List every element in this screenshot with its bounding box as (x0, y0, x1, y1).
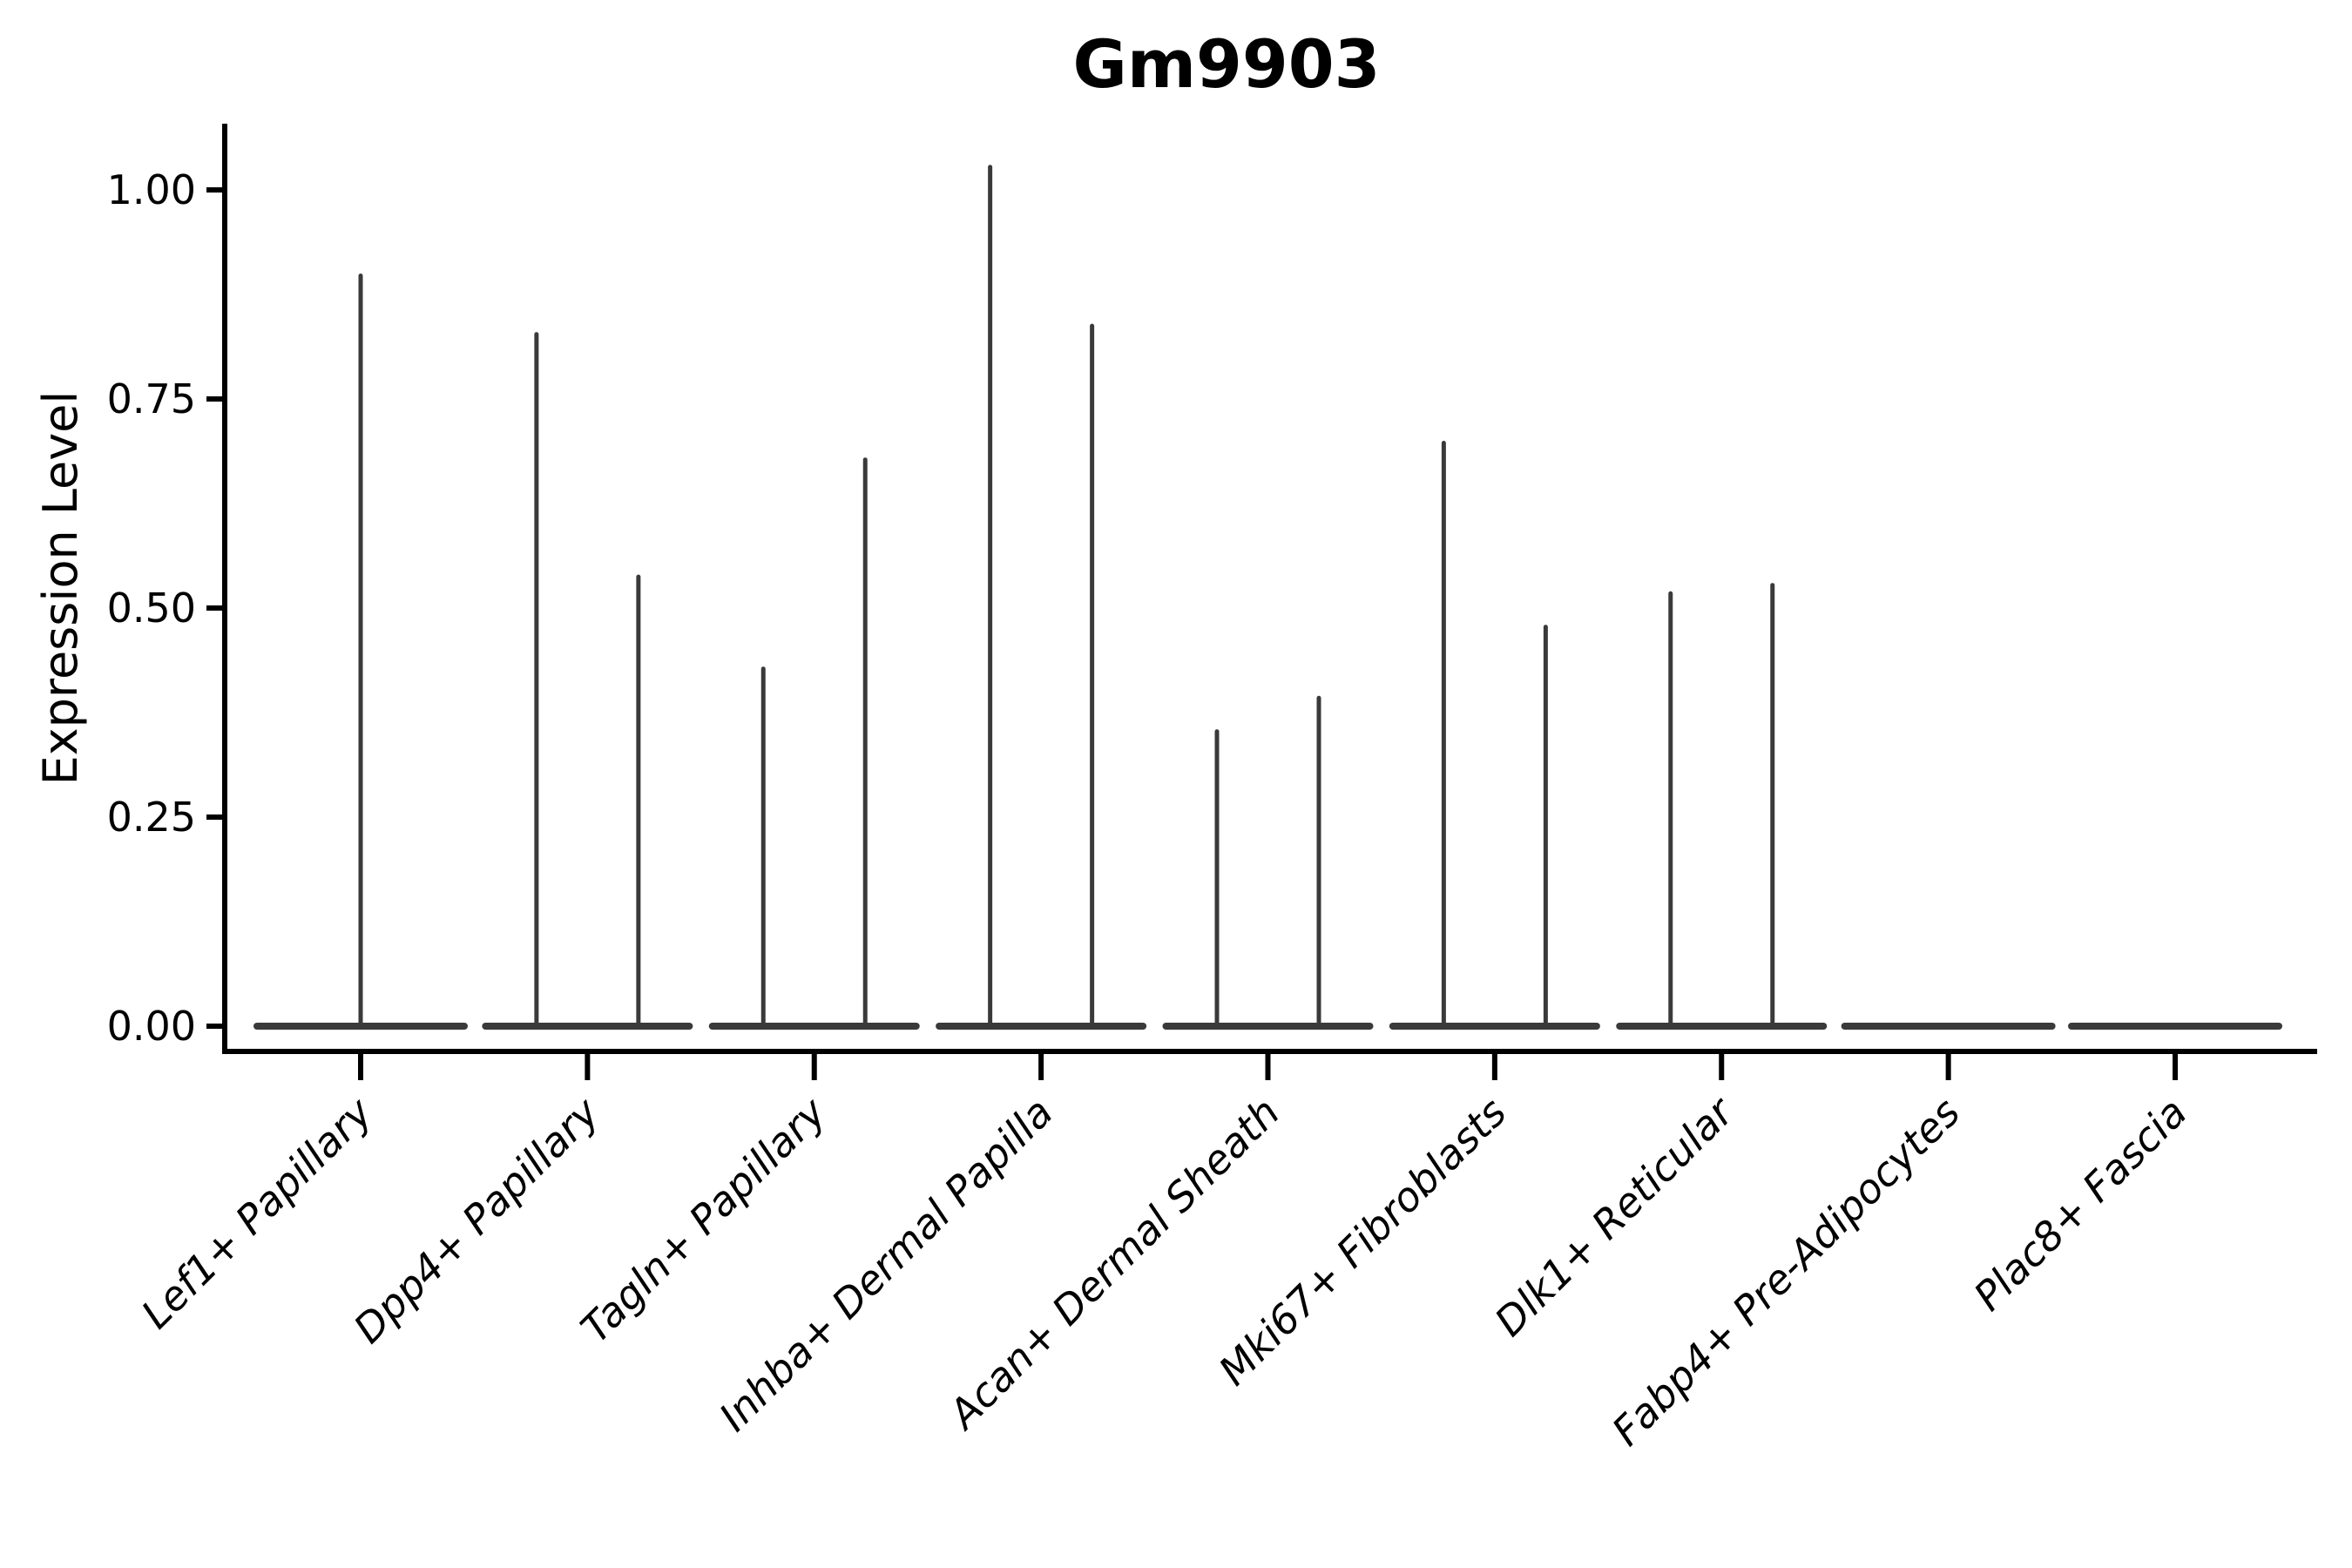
y-tick-label: 0.25 (107, 794, 196, 841)
y-axis-ticks: 0.00 0.25 0.50 0.75 1.00 (107, 166, 225, 1050)
y-tick-label: 1.00 (107, 166, 196, 213)
category-label: Lef1+ Papillary (132, 1088, 382, 1337)
y-tick-label: 0.50 (107, 585, 196, 632)
violins (253, 165, 2282, 1030)
y-axis-label: Expression Level (33, 391, 88, 786)
y-tick-label: 0.75 (107, 375, 196, 422)
category-label: Tagln+ Papillary (571, 1088, 835, 1352)
category-label: Dlk1+ Reticular (1485, 1086, 1744, 1345)
category-label: Dpp4+ Papillary (344, 1088, 608, 1352)
y-tick-label: 0.00 (107, 1003, 196, 1050)
chart-title: Gm9903 (1072, 25, 1380, 103)
category-label: Plac8+ Fascia (1964, 1089, 2195, 1320)
